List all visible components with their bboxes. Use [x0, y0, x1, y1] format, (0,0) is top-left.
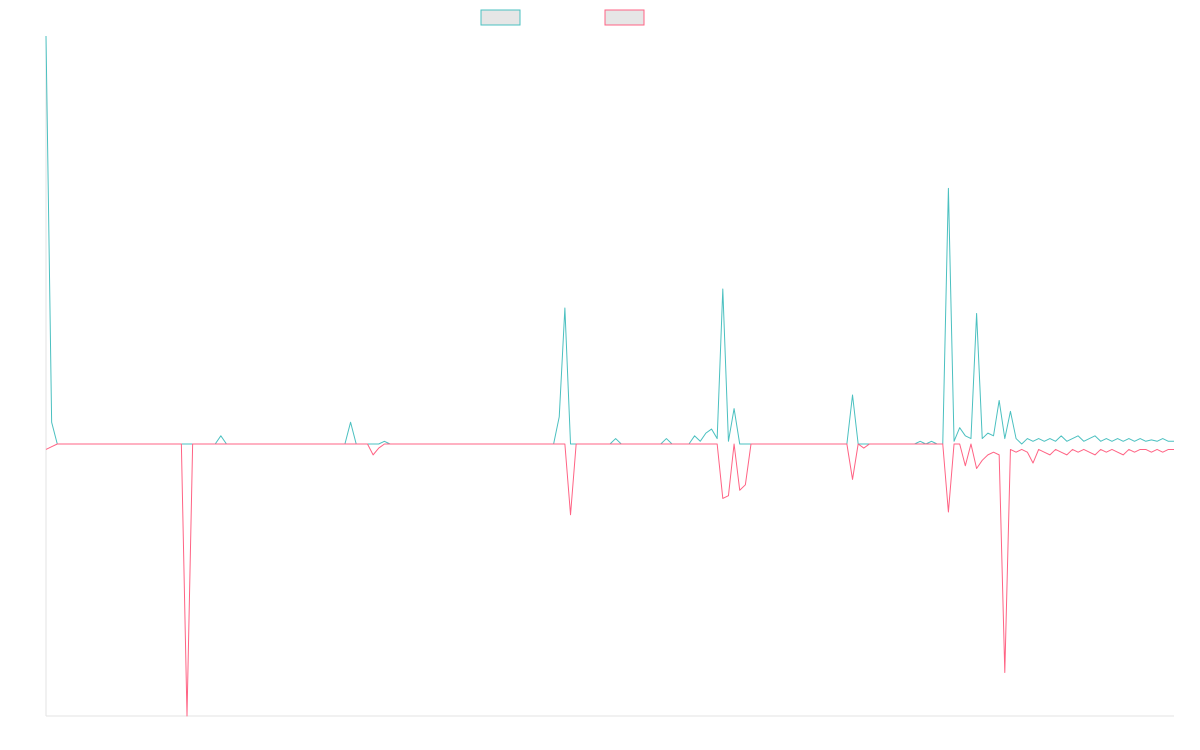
axes	[45, 36, 1174, 717]
series-line-1	[45, 35, 1174, 445]
legend	[480, 9, 645, 26]
legend-swatch-series-2[interactable]	[604, 9, 645, 26]
series-line-2	[45, 443, 1174, 717]
legend-swatch-series-1[interactable]	[480, 9, 521, 26]
series-group	[45, 35, 1174, 717]
